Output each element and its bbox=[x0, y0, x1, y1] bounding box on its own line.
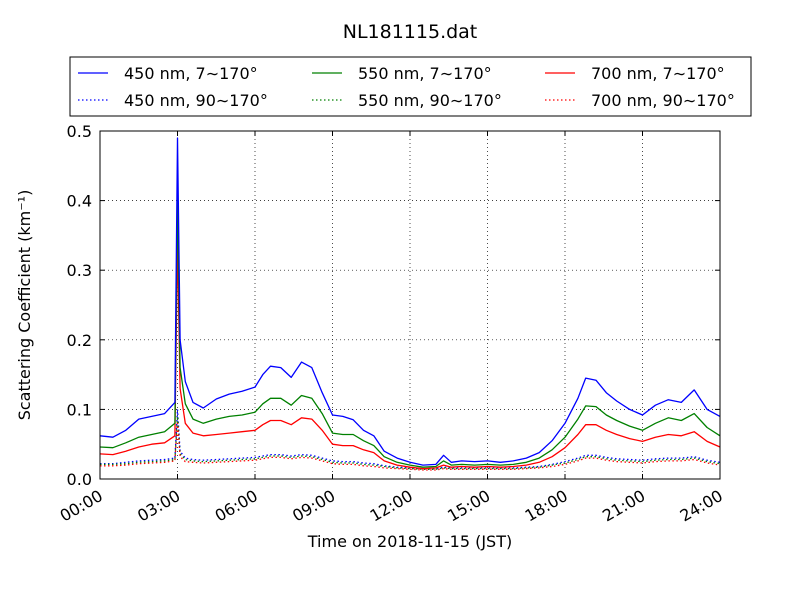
legend-label: 450 nm, 7∼170° bbox=[124, 64, 258, 83]
x-tick-label: 09:00 bbox=[289, 486, 338, 526]
series-line bbox=[99, 241, 721, 470]
legend-label: 550 nm, 90∼170° bbox=[358, 91, 502, 110]
series-line bbox=[100, 415, 721, 470]
legend-label: 700 nm, 90∼170° bbox=[591, 91, 735, 110]
series-layer bbox=[99, 137, 721, 471]
x-tick-label: 18:00 bbox=[522, 486, 571, 526]
x-tick-label: 24:00 bbox=[677, 486, 726, 526]
legend-label: 700 nm, 7∼170° bbox=[591, 64, 725, 83]
y-tick-label: 0.0 bbox=[67, 470, 92, 489]
legend-label: 550 nm, 7∼170° bbox=[358, 64, 492, 83]
legend-box bbox=[69, 56, 752, 117]
x-tick-label: 06:00 bbox=[212, 486, 261, 526]
y-tick-label: 0.3 bbox=[67, 261, 92, 280]
chart-title: NL181115.dat bbox=[343, 21, 478, 43]
x-tick-label: 15:00 bbox=[444, 486, 493, 526]
x-tick-label: 03:00 bbox=[134, 486, 183, 526]
y-axis-label: Scattering Coefficient (km⁻¹) bbox=[15, 190, 34, 421]
y-tick-label: 0.2 bbox=[67, 331, 92, 350]
x-axis-label: Time on 2018-11-15 (JST) bbox=[307, 532, 512, 551]
series-line bbox=[99, 137, 721, 466]
series-line bbox=[100, 422, 721, 471]
x-tick-label: 12:00 bbox=[367, 486, 416, 526]
series-line bbox=[99, 192, 721, 468]
x-tick-label: 00:00 bbox=[57, 486, 106, 526]
y-tick-label: 0.4 bbox=[67, 192, 92, 211]
series-line bbox=[100, 408, 721, 470]
axis-layer: 00:00 03:00 06:00 09:00 12:00 15:00 18:00 21:00… bbox=[57, 122, 726, 526]
legend-label: 450 nm, 90∼170° bbox=[124, 91, 268, 110]
x-tick-label: 21:00 bbox=[599, 486, 648, 526]
y-tick-label: 0.1 bbox=[67, 400, 92, 419]
legend: 450 nm, 7∼170° 550 nm, 7∼170° 700 nm, 7∼17… bbox=[69, 56, 752, 117]
y-tick-label: 0.5 bbox=[67, 122, 92, 141]
grid-layer bbox=[100, 131, 720, 479]
